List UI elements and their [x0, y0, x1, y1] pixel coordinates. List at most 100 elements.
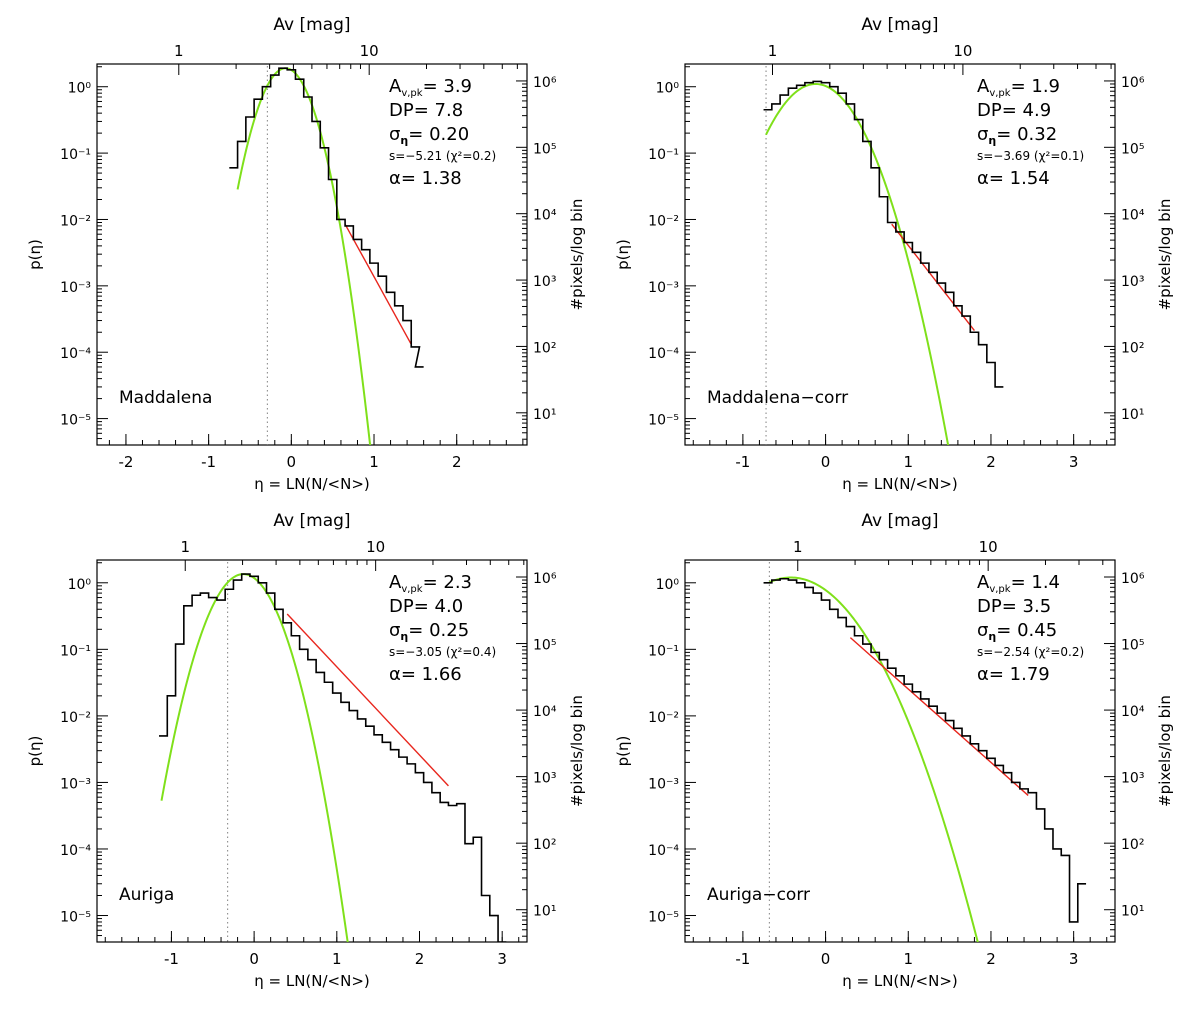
right-tick-label: 10⁵	[533, 638, 556, 654]
top-tick-label: 10	[360, 42, 379, 60]
lognormal-fit-curve	[768, 576, 979, 942]
y-tick-label: 10⁰	[656, 81, 680, 97]
powerlaw-fit-line	[344, 223, 412, 345]
y-tick-label: 10⁻³	[60, 280, 91, 296]
x-tick-label: 0	[249, 950, 259, 968]
y-tick-label: 10⁰	[68, 81, 92, 97]
y-tick-label: 10⁻⁴	[60, 346, 91, 362]
x-tick-label: 0	[821, 950, 831, 968]
annotation-alpha: α= 1.79	[977, 664, 1050, 685]
right-tick-label: 10³	[533, 771, 556, 787]
y-tick-label: 10⁻⁵	[60, 413, 91, 429]
annotation-dp: DP= 4.9	[977, 100, 1051, 121]
right-axis-title: #pixels/log bin	[568, 199, 586, 311]
x-tick-label: 2	[415, 950, 425, 968]
right-tick-label: 10²	[533, 837, 556, 853]
x-tick-label: 2	[986, 950, 996, 968]
histogram-steps	[229, 67, 424, 368]
x-tick-label: 3	[1069, 453, 1079, 471]
right-tick-label: 10¹	[1121, 407, 1144, 423]
annotation-sigma: ση= 0.32	[977, 124, 1057, 147]
y-axis-title: p(η)	[26, 239, 44, 270]
annotation-slope: s=−5.21 (χ²=0.2)	[389, 149, 496, 163]
top-axis-title: Av [mag]	[861, 511, 938, 531]
y-tick-label: 10⁻²	[648, 710, 679, 726]
y-tick-label: 10⁻²	[648, 213, 679, 229]
x-tick-label: 3	[1069, 950, 1079, 968]
annotation-slope: s=−2.54 (χ²=0.2)	[977, 645, 1084, 659]
x-tick-label: 1	[903, 950, 913, 968]
right-tick-label: 10¹	[1121, 904, 1144, 920]
right-tick-label: 10³	[533, 274, 556, 290]
y-tick-label: 10⁻²	[60, 213, 91, 229]
x-tick-label: -1	[735, 950, 750, 968]
right-tick-label: 10¹	[533, 407, 556, 423]
x-tick-label: -1	[201, 453, 216, 471]
right-axis-title: #pixels/log bin	[1156, 695, 1174, 807]
right-tick-label: 10⁶	[1121, 571, 1145, 587]
right-tick-label: 10³	[1121, 771, 1144, 787]
right-tick-label: 10⁶	[1121, 75, 1145, 91]
plot-area	[159, 562, 507, 942]
y-tick-label: 10⁻⁵	[648, 910, 679, 926]
panel-auriga-corr: -1 0 1 2 3 10⁻⁵ 10⁻⁴ 10⁻³ 10⁻² 10⁻¹ 10⁰ 10¹ 10² 10³ 10…	[614, 511, 1174, 990]
y-tick-label: 10⁰	[68, 577, 92, 593]
y-tick-label: 10⁻¹	[648, 643, 679, 659]
y-tick-label: 10⁰	[656, 577, 680, 593]
x-tick-label: 1	[369, 453, 379, 471]
right-tick-label: 10⁴	[1121, 704, 1145, 720]
top-axis-title: Av [mag]	[273, 15, 350, 35]
annotation-slope: s=−3.69 (χ²=0.1)	[977, 149, 1084, 163]
y-tick-label: 10⁻¹	[648, 147, 679, 163]
x-tick-label: 3	[497, 950, 507, 968]
lognormal-fit-curve	[236, 67, 372, 445]
annotation-sigma: ση= 0.45	[977, 620, 1057, 643]
right-tick-label: 10⁵	[533, 141, 556, 157]
histogram-steps	[763, 80, 1004, 388]
y-tick-label: 10⁻³	[60, 776, 91, 792]
annotation-dp: DP= 3.5	[977, 596, 1051, 617]
top-tick-label: 1	[174, 42, 184, 60]
annotation-avpk: Av,pk= 1.9	[977, 76, 1060, 99]
y-tick-label: 10⁻⁴	[648, 843, 679, 859]
annotation-dp: DP= 4.0	[389, 596, 463, 617]
lognormal-fit-curve	[765, 82, 950, 445]
right-tick-label: 10⁴	[533, 208, 557, 224]
top-tick-label: 10	[979, 538, 998, 556]
y-tick-label: 10⁻⁴	[60, 843, 91, 859]
x-tick-label: 1	[332, 950, 342, 968]
x-tick-label: -1	[735, 453, 750, 471]
right-tick-label: 10²	[1121, 340, 1144, 356]
histogram-steps	[159, 573, 507, 942]
right-tick-label: 10²	[1121, 837, 1144, 853]
x-axis-title: η = LN(N/<N>)	[254, 972, 370, 990]
histogram-steps	[763, 577, 1087, 923]
right-tick-label: 10⁴	[1121, 208, 1145, 224]
panel-label: Maddalena−corr	[707, 388, 848, 408]
top-tick-label: 1	[180, 538, 190, 556]
powerlaw-fit-line	[849, 637, 1029, 796]
panel-label: Auriga−corr	[707, 885, 810, 905]
annotation-dp: DP= 7.8	[389, 100, 463, 121]
powerlaw-fit-line	[286, 613, 449, 787]
top-tick-label: 1	[768, 42, 778, 60]
annotation-alpha: α= 1.54	[977, 168, 1050, 189]
plot-area	[763, 66, 1004, 445]
annotation-sigma: ση= 0.20	[389, 124, 469, 147]
panel-maddalena: -2 -1 0 1 2 10⁻⁵ 10⁻⁴ 10⁻³ 10⁻² 10⁻¹ 10⁰ 10¹ 10² 10³ 1…	[26, 15, 586, 493]
y-axis-title: p(η)	[614, 736, 632, 767]
x-tick-label: 0	[287, 453, 297, 471]
y-tick-label: 10⁻³	[648, 280, 679, 296]
right-tick-label: 10¹	[533, 904, 556, 920]
annotation-avpk: Av,pk= 3.9	[389, 76, 472, 99]
right-tick-label: 10²	[533, 340, 556, 356]
panel-auriga: -1 0 1 2 3 10⁻⁵ 10⁻⁴ 10⁻³ 10⁻² 10⁻¹ 10⁰ 10¹ 10² 10³ 10…	[26, 511, 586, 990]
top-tick-label: 10	[366, 538, 385, 556]
plot-area	[763, 562, 1087, 942]
right-tick-label: 10⁶	[533, 75, 557, 91]
right-axis-title: #pixels/log bin	[1156, 199, 1174, 311]
y-tick-label: 10⁻⁵	[648, 413, 679, 429]
annotation-avpk: Av,pk= 1.4	[977, 572, 1060, 595]
annotation-sigma: ση= 0.25	[389, 620, 469, 643]
x-tick-label: 1	[903, 453, 913, 471]
